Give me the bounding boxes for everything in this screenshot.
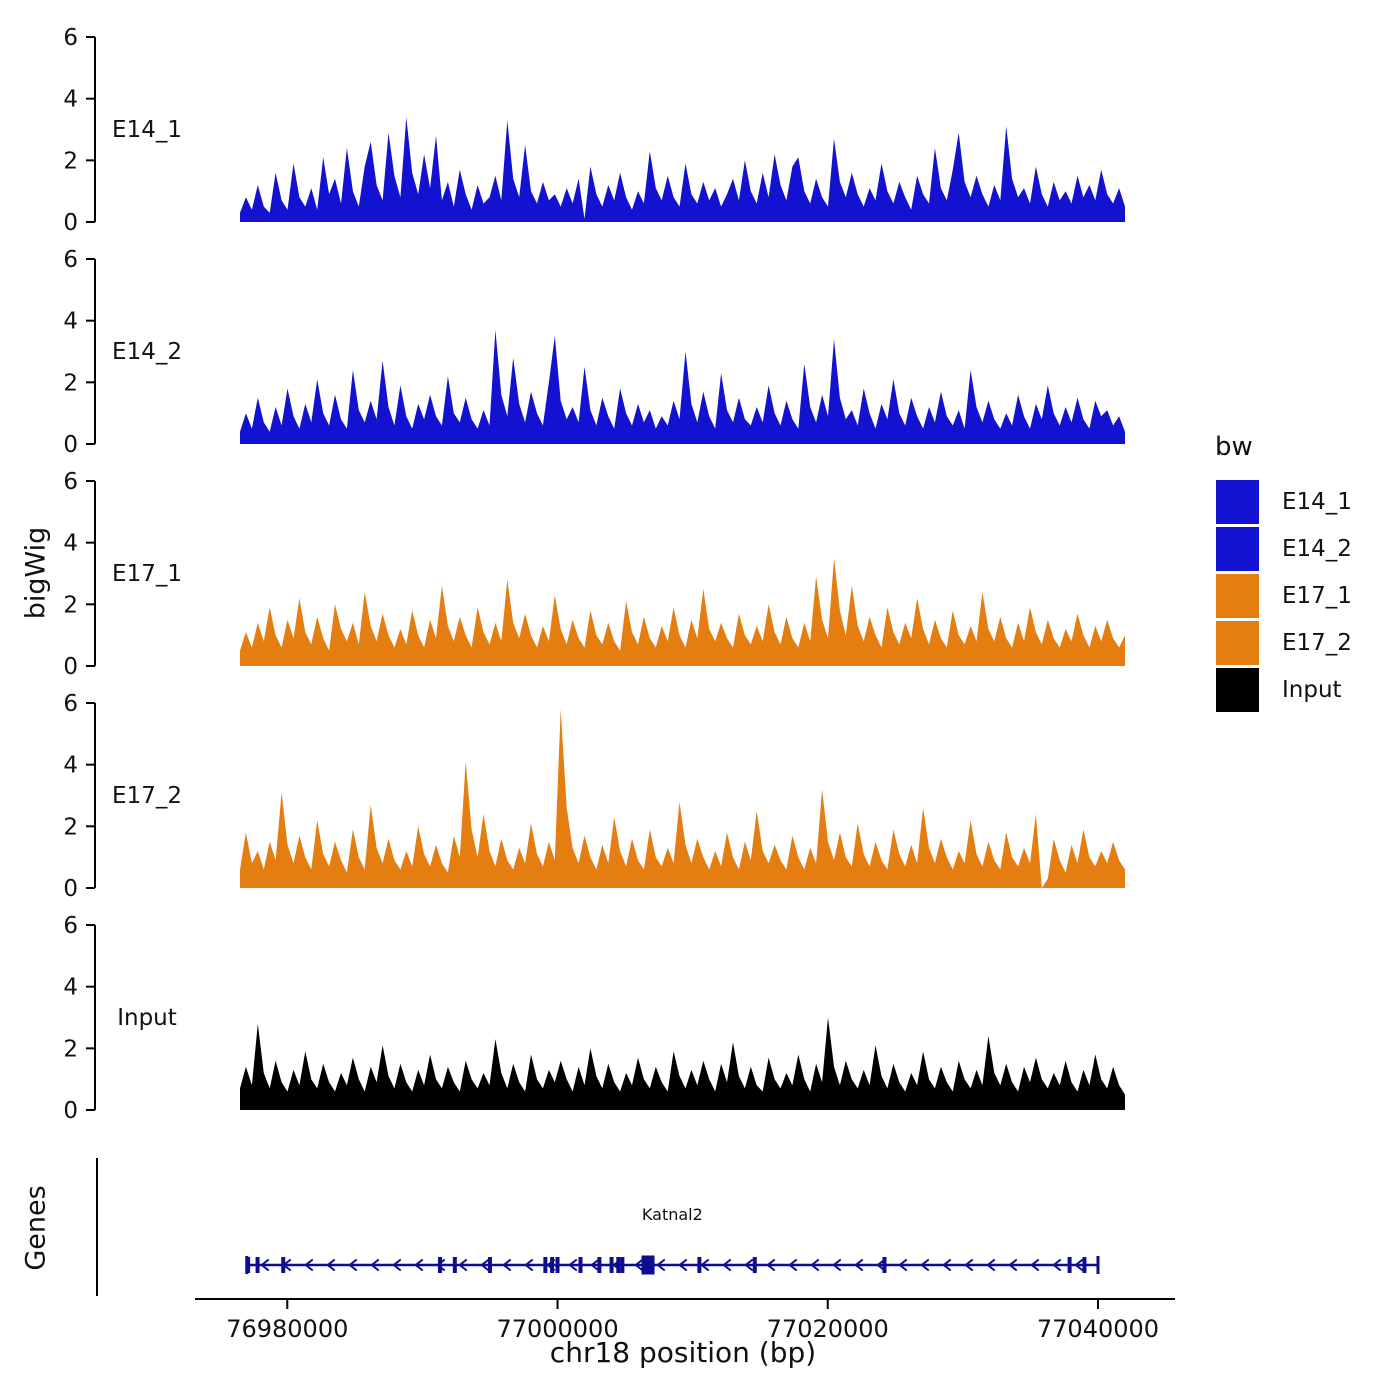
svg-text:6: 6 (63, 25, 78, 51)
legend-swatch-e14-1 (1215, 478, 1260, 525)
legend-swatch-input (1215, 666, 1260, 713)
track-label-input: Input (117, 1005, 177, 1031)
legend-item-e14-1: E14_1 (1215, 478, 1395, 525)
svg-text:0: 0 (63, 654, 78, 679)
svg-text:0: 0 (63, 210, 78, 235)
svg-text:0: 0 (63, 876, 78, 901)
genes-panel-axis-line (96, 1158, 98, 1296)
svg-text:6: 6 (63, 247, 78, 273)
svg-text:4: 4 (63, 309, 78, 335)
legend-label-e17-2: E17_2 (1282, 629, 1352, 656)
track-y-axis-input: 0 2 4 6 (63, 913, 96, 1123)
svg-text:0: 0 (63, 432, 78, 457)
svg-text:6: 6 (63, 913, 78, 939)
legend-item-e17-2: E17_2 (1215, 619, 1395, 666)
x-axis: 76980000 77000000 77020000 77040000 (195, 1298, 1175, 1343)
gene-name-label: Katnal2 (641, 1205, 703, 1224)
track-y-axis-e17-1: 0 2 4 6 (63, 469, 96, 679)
track-y-axis-e14-2: 0 2 4 6 (63, 247, 96, 457)
x-axis-title: chr18 position (bp) (549, 1336, 817, 1369)
signal-area-input (240, 1017, 1125, 1110)
track-label-e14-2: E14_2 (112, 339, 182, 365)
legend-item-e17-1: E17_1 (1215, 572, 1395, 619)
legend-item-input: Input (1215, 666, 1395, 713)
legend-swatch-e17-1 (1215, 572, 1260, 619)
svg-text:2: 2 (63, 814, 78, 840)
track-y-axis-e17-2: 0 2 4 6 (63, 691, 96, 901)
track-label-e17-2: E17_2 (112, 783, 182, 809)
legend: bw E14_1 E14_2 E17_1 E17_2 Input (1215, 432, 1395, 713)
svg-text:2: 2 (63, 592, 78, 618)
svg-text:2: 2 (63, 370, 78, 396)
svg-text:2: 2 (63, 148, 78, 174)
gene-model-katnal2 (245, 1255, 1100, 1275)
legend-label-input: Input (1282, 676, 1342, 703)
svg-text:77000000: 77000000 (496, 1315, 618, 1343)
track-label-e14-1: E14_1 (112, 117, 182, 143)
svg-text:77020000: 77020000 (767, 1315, 889, 1343)
legend-swatch-e14-2 (1215, 525, 1260, 572)
svg-text:4: 4 (63, 531, 78, 557)
svg-text:2: 2 (63, 1036, 78, 1062)
signal-area-e17-1 (240, 558, 1125, 666)
signal-area-e14-2 (240, 329, 1125, 444)
legend-label-e17-1: E17_1 (1282, 582, 1352, 609)
legend-title: bw (1215, 432, 1253, 462)
track-label-e17-1: E17_1 (112, 561, 182, 587)
svg-text:4: 4 (63, 975, 78, 1001)
svg-text:77040000: 77040000 (1037, 1315, 1159, 1343)
svg-text:0: 0 (63, 1098, 78, 1123)
svg-text:6: 6 (63, 691, 78, 717)
svg-text:6: 6 (63, 469, 78, 495)
svg-text:4: 4 (63, 753, 78, 779)
legend-item-e14-2: E14_2 (1215, 525, 1395, 572)
signal-area-e17-2 (240, 709, 1125, 888)
track-y-axis-e14-1: 0 2 4 6 (63, 25, 96, 235)
svg-text:76980000: 76980000 (226, 1315, 348, 1343)
legend-swatch-e17-2 (1215, 619, 1260, 666)
svg-text:4: 4 (63, 87, 78, 113)
legend-label-e14-2: E14_2 (1282, 535, 1352, 562)
signal-area-e14-1 (240, 117, 1125, 222)
legend-label-e14-1: E14_1 (1282, 488, 1352, 515)
